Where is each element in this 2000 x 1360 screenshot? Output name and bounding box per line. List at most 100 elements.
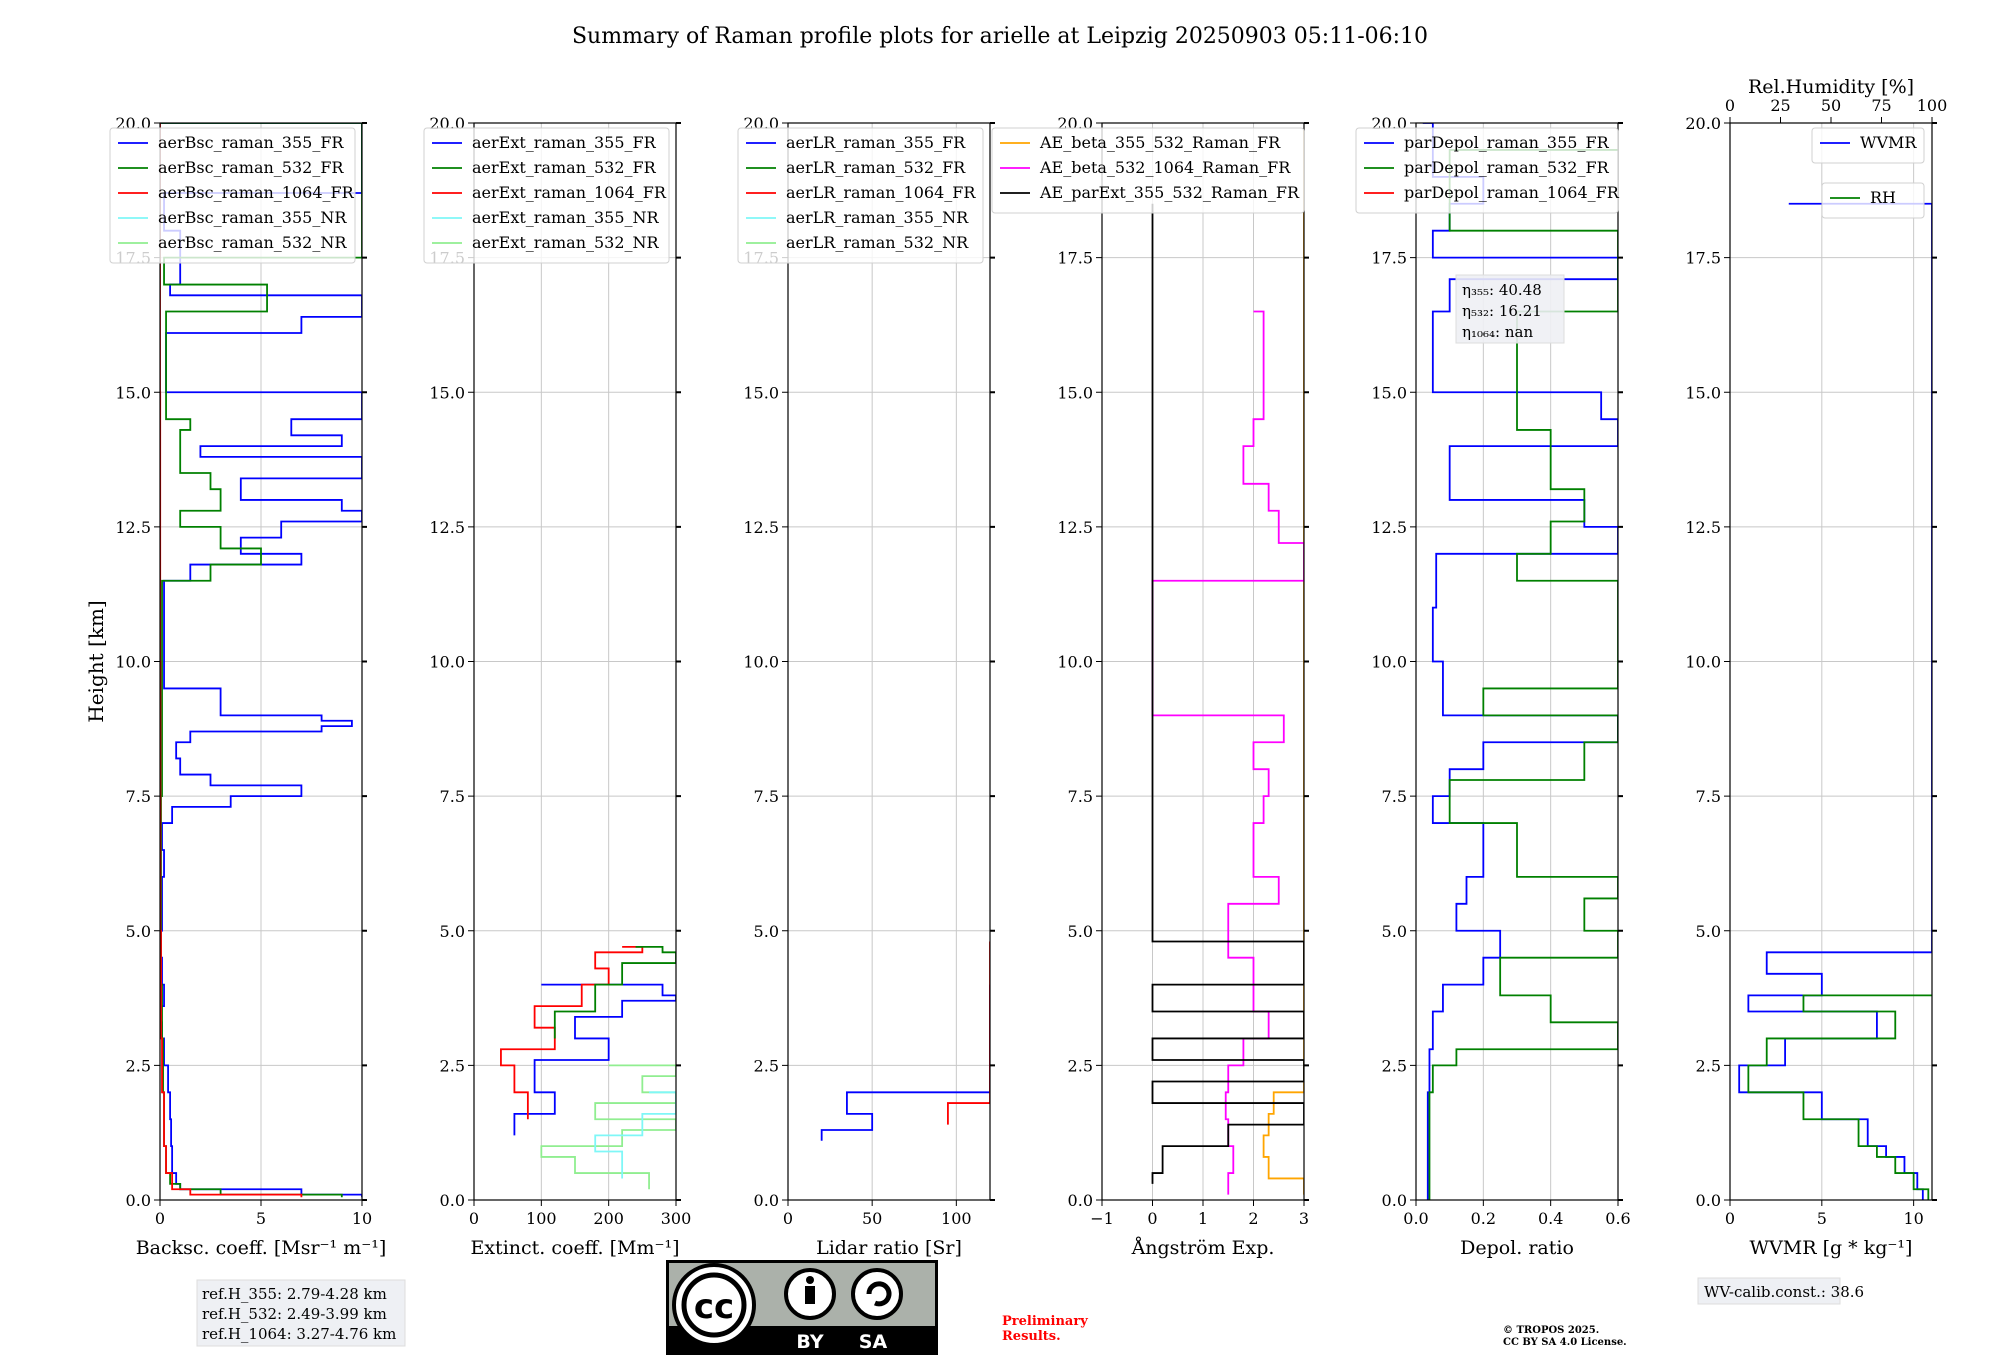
legend-lr-label-2: aerLR_raman_1064_FR [786, 183, 976, 202]
series-wv-green-1 [1747, 994, 1932, 1200]
series-ext-cyan-1 [594, 1091, 676, 1179]
series-group-ext [500, 946, 676, 1190]
wv-calib-box: WV-calib.const.: 38.6 [1697, 1277, 1864, 1305]
legend-bsc-label-4: aerBsc_raman_532_NR [158, 233, 347, 252]
series-lr-blue-0 [820, 984, 990, 1141]
legend-lr-label-4: aerLR_raman_532_NR [786, 233, 969, 252]
legend-wv-bg [1811, 127, 1925, 164]
legend-wv: WVMR [1811, 127, 1925, 164]
results-label: Results. [1002, 1329, 1061, 1344]
ytick-label-ae-6: 15.0 [1057, 383, 1093, 402]
xlabel-lr: Lidar ratio [Sr] [816, 1237, 962, 1259]
eta-box-bg [1455, 274, 1565, 344]
ytick-label-ae-2: 5.0 [1068, 922, 1093, 941]
xtick-label-ae-0: −1 [1090, 1209, 1114, 1228]
xtick-label-lr-1: 50 [862, 1209, 882, 1228]
ytick-label-lr-1: 2.5 [754, 1056, 779, 1075]
x2tick-label-wv-2: 50 [1821, 96, 1841, 115]
legend-ext-label-1: aerExt_raman_532_FR [472, 158, 657, 177]
legend-ext-bg [423, 127, 670, 264]
ytick-label-ae-3: 7.5 [1068, 787, 1093, 806]
xlabel-wv: WVMR [g * kg⁻¹] [1750, 1237, 1913, 1259]
ytick-label-wv-5: 12.5 [1685, 518, 1721, 537]
xtick-label-bsc-1: 5 [256, 1209, 266, 1228]
ytick-label-lr-4: 10.0 [743, 653, 779, 672]
xtick-label-depol-1: 0.2 [1471, 1209, 1496, 1228]
ytick-label-ext-2: 5.0 [440, 922, 465, 941]
cc-badge-cc-text: cc [694, 1287, 734, 1327]
ytick-label-ext-4: 10.0 [429, 653, 465, 672]
ytick-label-bsc-5: 12.5 [115, 518, 151, 537]
preliminary-label: Preliminary [1002, 1314, 1088, 1329]
ytick-label-ae-0: 0.0 [1068, 1191, 1093, 1210]
x2tick-label-wv-4: 100 [1917, 96, 1948, 115]
eta-label-2: η₁₀₆₄: nan [1462, 323, 1533, 341]
legend-ae-label-0: AE_beta_355_532_Raman_FR [1039, 133, 1281, 152]
ytick-label-lr-3: 7.5 [754, 787, 779, 806]
ytick-label-bsc-4: 10.0 [115, 653, 151, 672]
legend-bsc-label-0: aerBsc_raman_355_FR [158, 133, 344, 152]
share-alike-arrow-icon [866, 1281, 892, 1307]
series-depol-blue-0 [1422, 123, 1618, 1200]
ytick-label-ae-5: 12.5 [1057, 518, 1093, 537]
ytick-label-depol-2: 5.0 [1382, 922, 1407, 941]
xtick-label-bsc-0: 0 [155, 1209, 165, 1228]
legend-bsc-bg [109, 127, 356, 264]
xtick-label-ae-4: 3 [1299, 1209, 1309, 1228]
xtick-label-ext-3: 300 [661, 1209, 692, 1228]
legend-ext-label-3: aerExt_raman_355_NR [472, 208, 660, 227]
series-depol-green-1 [1428, 149, 1618, 1200]
person-body-icon [805, 1286, 815, 1304]
xtick-label-wv-2: 10 [1903, 1209, 1923, 1228]
ytick-label-depol-5: 12.5 [1371, 518, 1407, 537]
legend-lr-bg [737, 127, 984, 264]
legend-bsc: aerBsc_raman_355_FR aerBsc_raman_532_FRae… [109, 127, 356, 264]
ytick-label-bsc-1: 2.5 [126, 1056, 151, 1075]
series-ext-green-4 [553, 946, 676, 1039]
ytick-label-ext-3: 7.5 [440, 787, 465, 806]
panel-bsc: 05100.02.55.07.510.012.515.017.520.0Back… [84, 114, 386, 1259]
series-wv-blue-0 [1738, 202, 1932, 1200]
panel-wv: 0 5 10 0.0 2.5 5.0 7.5 10.0 12.5 15.0 17.5 20.0 WVMR… [1685, 76, 1947, 1259]
series-ext-red-3 [500, 946, 644, 1120]
legend-bsc-label-2: aerBsc_raman_1064_FR [158, 183, 355, 202]
series-ext-lightgreen-0 [540, 1064, 676, 1190]
ytick-label-wv-7: 17.5 [1685, 249, 1721, 268]
copyright-line-1: © TROPOS 2025. [1503, 1325, 1599, 1336]
xlabel-depol: Depol. ratio [1460, 1237, 1574, 1259]
legend-depol: parDepol_raman_355_FR parDepol_raman_532_… [1355, 127, 1620, 214]
panel-ext: 01002003000.02.55.07.510.012.515.017.520… [423, 114, 692, 1259]
legend-ext-label-0: aerExt_raman_355_FR [472, 133, 657, 152]
legend-ext-label-2: aerExt_raman_1064_FR [472, 183, 667, 202]
series-group-lr [820, 941, 990, 1141]
series-ae-orange-0 [1262, 128, 1304, 1195]
ytick-label-ae-7: 17.5 [1057, 249, 1093, 268]
legend-lr: aerLR_raman_355_FR aerLR_raman_532_FR aerL… [737, 127, 984, 264]
series-bsc-blue-0 [160, 123, 362, 1198]
ytick-label-lr-5: 12.5 [743, 518, 779, 537]
xlabel-ext: Extinct. coeff. [Mm⁻¹] [470, 1237, 679, 1259]
legend-wv-label-0: WVMR [1860, 133, 1917, 152]
copyright-line-2: CC BY SA 4.0 License. [1503, 1337, 1627, 1348]
legend-ae: AE_beta_355_532_Raman_FR AE_beta_532_1064… [991, 127, 1305, 214]
legend-ae-label-2: AE_parExt_355_532_Raman_FR [1039, 183, 1300, 202]
ref-height-1064: ref.H_1064: 3.27-4.76 km [202, 1325, 396, 1343]
xtick-label-ext-2: 200 [593, 1209, 624, 1228]
legend2-wv: RH [1821, 182, 1925, 219]
legend-lr-label-3: aerLR_raman_355_NR [786, 208, 969, 227]
xtick-label-ext-1: 100 [526, 1209, 557, 1228]
xtick-label-depol-2: 0.4 [1538, 1209, 1563, 1228]
legend-bsc-label-3: aerBsc_raman_355_NR [158, 208, 347, 227]
series-ext-blue-2 [513, 983, 676, 1136]
xtick-label-ae-2: 1 [1198, 1209, 1208, 1228]
series-ae-black-2 [1151, 203, 1304, 1184]
cc-license-badge: cc BY SA [666, 1260, 938, 1355]
xlabel-bsc: Backsc. coeff. [Msr⁻¹ m⁻¹] [136, 1237, 387, 1259]
legend-lr-label-1: aerLR_raman_532_FR [786, 158, 966, 177]
ytick-label-ae-1: 2.5 [1068, 1056, 1093, 1075]
ytick-label-ext-0: 0.0 [440, 1191, 465, 1210]
eta-label-0: η₃₅₅: 40.48 [1462, 281, 1542, 299]
ytick-label-wv-1: 2.5 [1696, 1056, 1721, 1075]
series-lr-red-1 [947, 941, 990, 1125]
